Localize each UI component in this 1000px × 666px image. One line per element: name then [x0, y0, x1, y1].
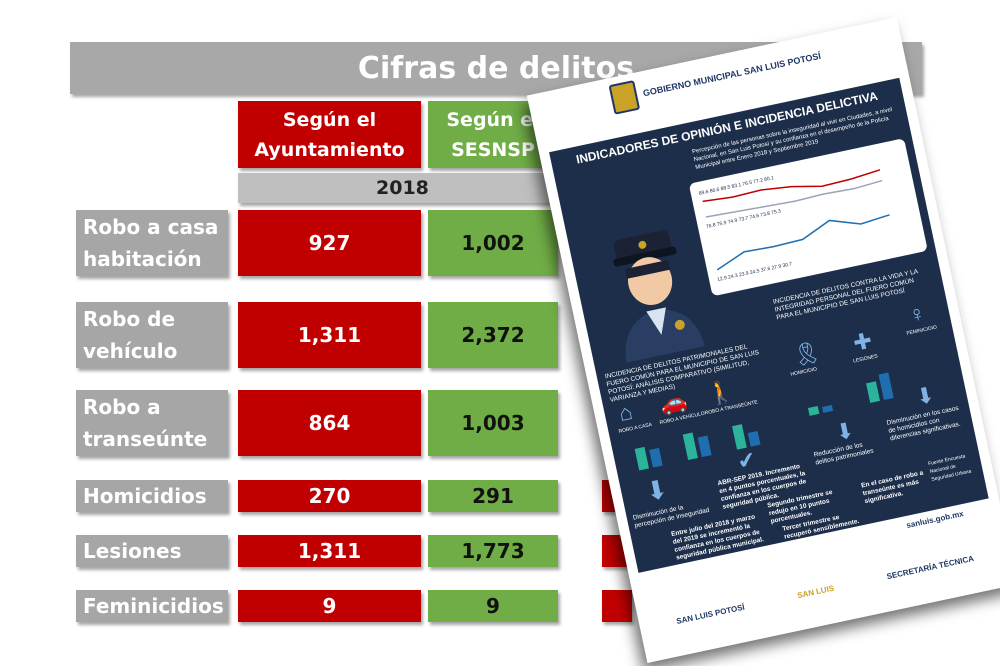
cell-ayuntamiento: 270: [238, 480, 421, 512]
label-homicidio: HOMICIDIO: [790, 366, 818, 378]
perception-lines: [702, 169, 890, 271]
cell-third: [602, 590, 632, 622]
logo-san-luis-potosi: SAN LUIS POTOSÍ: [675, 602, 746, 626]
row-label-robo-casa: Robo a casa habitación: [76, 210, 228, 276]
infographic-poster: GOBIERNO MUNICIPAL SAN LUIS POTOSÍ INDIC…: [526, 17, 1000, 663]
poster-body: INDICADORES DE OPINIÓN E INCIDENCIA DELI…: [549, 77, 989, 573]
row-label-feminicidios: Feminicidios: [76, 590, 228, 622]
house-icon: ⌂: [616, 398, 635, 427]
cell-ayuntamiento: 1,311: [238, 535, 421, 567]
shield-check-icon: ✔: [735, 446, 759, 475]
cell-sesnsp: 1,773: [428, 535, 558, 567]
cell-ayuntamiento: 927: [238, 210, 421, 276]
bars-robo-casa: [629, 434, 674, 472]
perception-chart: 89.6 86.6 88.5 83.1 76.5 77.2 80.1 76.8 …: [688, 138, 928, 297]
cell-sesnsp: 2,372: [428, 302, 558, 368]
down-arrow-icon: ⬇: [833, 417, 857, 446]
cell-sesnsp: 1,003: [428, 390, 558, 456]
cell-ayuntamiento: 864: [238, 390, 421, 456]
cell-ayuntamiento: 1,311: [238, 302, 421, 368]
bars-robo-transeunte: [727, 413, 772, 451]
crest-logo: [608, 79, 641, 115]
bars-lesiones: [860, 366, 905, 404]
cell-sesnsp: 1,002: [428, 210, 558, 276]
row-label-lesiones: Lesiones: [76, 535, 228, 567]
logo-san-luis: SAN LUIS: [796, 583, 835, 600]
female-icon: ♀: [906, 299, 928, 328]
year-label: 2018: [376, 177, 429, 199]
down-arrow-icon: ⬇: [913, 381, 937, 411]
logo-secretaria-tecnica: SECRETARÍA TÉCNICA: [885, 553, 975, 581]
bars-robo-vehiculo: [678, 423, 723, 461]
down-arrow-icon: ⬇: [642, 473, 671, 508]
row-label-homicidios: Homicidios: [76, 480, 228, 512]
note-transeunte: En el caso de robo a transeúnte es más s…: [860, 469, 924, 506]
ribbon-icon: 🎗: [790, 338, 823, 369]
cell-ayuntamiento: 9: [238, 590, 421, 622]
column-header-ayuntamiento: Según el Ayuntamiento: [238, 101, 421, 168]
row-label-robo-vehiculo: Robo de vehículo: [76, 302, 228, 368]
note-homicides: Disminución en los casos de homicidios c…: [886, 404, 962, 443]
row-label-robo-transeunte: Robo a transeúnte: [76, 390, 228, 456]
bandage-icon: ✚: [850, 327, 875, 356]
cell-sesnsp: 9: [428, 590, 558, 622]
source-note: Fuente Encuesta Nacional de Seguridad Ur…: [927, 453, 972, 483]
cell-sesnsp: 291: [428, 480, 558, 512]
police-officer-illustration: [613, 230, 705, 363]
bars-homicidio: [799, 379, 844, 417]
